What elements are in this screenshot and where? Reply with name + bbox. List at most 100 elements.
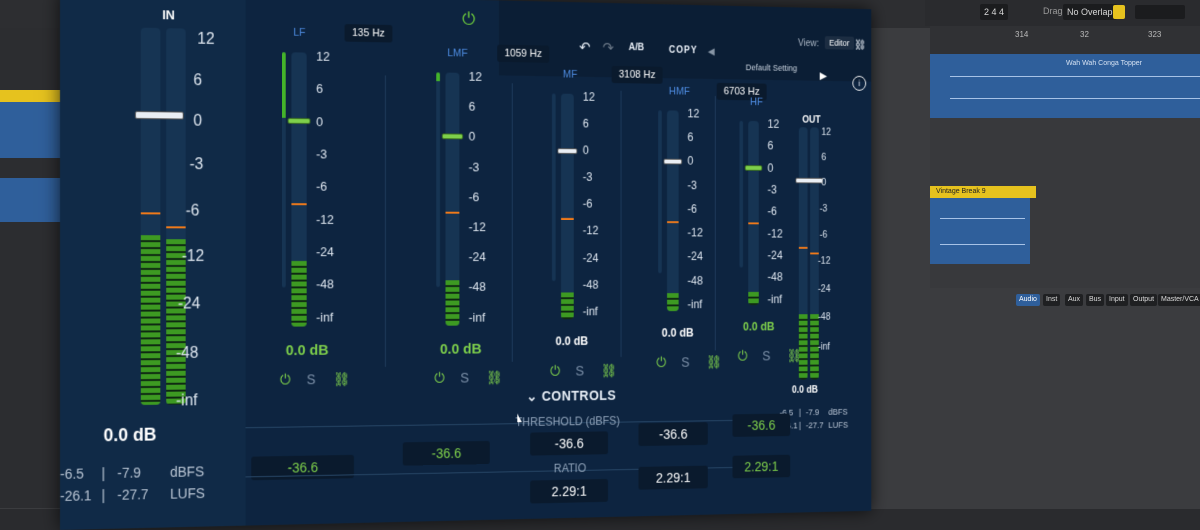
- band-lmf-power-icon[interactable]: ⏻: [434, 370, 444, 387]
- band-lmf-scale-label: -3: [469, 159, 480, 174]
- filter-input[interactable]: Input: [1106, 294, 1128, 306]
- threshold-hmf[interactable]: -36.6: [639, 422, 708, 446]
- band-lf-gr-meter: [282, 52, 286, 287]
- input-dbfs-left: -6.5: [60, 466, 84, 482]
- threshold-label: THRESHOLD (dBFS): [515, 414, 620, 429]
- band-hmf-power-icon[interactable]: ⏻: [656, 355, 666, 371]
- plugin-power-icon[interactable]: ⏻: [462, 9, 475, 30]
- band-mf-gain-fader[interactable]: [557, 148, 577, 154]
- filter-master[interactable]: Master/VCA: [1158, 294, 1200, 306]
- drag-mode-select[interactable]: No Overlap: [1063, 4, 1117, 20]
- view-select[interactable]: Editor: [825, 36, 854, 50]
- band-mf-scale-label: 12: [583, 90, 595, 104]
- output-lufs-right: -27.7: [806, 420, 824, 430]
- ratio-hmf[interactable]: 2.29:1: [639, 466, 708, 490]
- band-hmf-peak-marker: [667, 221, 679, 223]
- band-lf-scale-label: 6: [316, 81, 323, 96]
- threshold-hf[interactable]: -36.6: [732, 413, 790, 436]
- band-lmf-gain-fader[interactable]: [442, 133, 463, 139]
- output-peak-left: [799, 247, 808, 249]
- band-hf-scale-label: 6: [768, 139, 774, 152]
- band-hf-scale-label: -12: [768, 227, 783, 240]
- filter-aux[interactable]: Aux: [1065, 294, 1083, 306]
- waveform: [940, 244, 1025, 245]
- band-hf-power-icon[interactable]: ⏻: [738, 348, 748, 364]
- band-hf-gain-fader[interactable]: [745, 165, 763, 171]
- ratio-hf[interactable]: 2.29:1: [732, 455, 790, 479]
- band-mf-frequency[interactable]: 3108 Hz: [612, 66, 663, 84]
- filter-inst[interactable]: Inst: [1043, 294, 1060, 306]
- band-lf-scale-label: -12: [316, 212, 334, 227]
- controls-toggle[interactable]: ⌄ CONTROLS: [526, 387, 616, 404]
- input-lufs-left: -26.1: [60, 487, 92, 504]
- band-mf-scale-label: 0: [583, 144, 589, 157]
- band-divider: [512, 83, 513, 362]
- copy-button[interactable]: COPY: [669, 45, 698, 56]
- band-mf-peak-marker: [561, 218, 574, 220]
- info-icon[interactable]: i: [852, 76, 866, 91]
- band-lf-gain-fader[interactable]: [288, 118, 311, 124]
- band-lf-solo-button[interactable]: S: [307, 371, 316, 387]
- band-lf-link-icon[interactable]: ⛓: [333, 371, 350, 388]
- drag-label: Drag:: [1043, 6, 1065, 16]
- band-lf-peak-marker: [291, 203, 306, 205]
- band-lmf-solo-button[interactable]: S: [460, 370, 469, 386]
- band-lmf-label: LMF: [447, 47, 467, 59]
- region-name: Vintage Break 9: [930, 186, 1036, 198]
- region-name: Wah Wah Conga Topper: [1060, 58, 1200, 70]
- output-separator: |: [799, 421, 801, 430]
- band-lf-scale-label: -48: [316, 277, 334, 292]
- ratio-mf[interactable]: 2.29:1: [530, 479, 608, 504]
- input-gain-fader[interactable]: [135, 111, 184, 120]
- band-lmf-frequency[interactable]: 1059 Hz: [497, 45, 549, 63]
- input-dbfs-unit: dBFS: [170, 463, 204, 479]
- band-lmf-gain-readout: 0.0 dB: [440, 341, 482, 358]
- threshold-mf[interactable]: -36.6: [530, 431, 608, 455]
- preset-name[interactable]: Default Setting: [746, 63, 798, 73]
- undo-icon[interactable]: ↶: [579, 39, 590, 56]
- snap-toggle[interactable]: [1113, 5, 1125, 19]
- band-lf-power-icon[interactable]: ⏻: [280, 372, 291, 389]
- band-divider: [715, 96, 716, 350]
- routing-filter-bar: Audio Inst Aux Bus Input Output Master/V…: [1010, 292, 1200, 308]
- band-lmf-link-icon[interactable]: ⛓: [486, 370, 502, 387]
- scale-label: 0: [821, 178, 826, 188]
- output-gain-fader[interactable]: [795, 178, 823, 184]
- waveform: [950, 76, 1200, 77]
- band-hmf-gain-fader[interactable]: [663, 159, 682, 165]
- input-peak-left: [141, 212, 161, 214]
- band-mf-solo-button[interactable]: S: [576, 363, 584, 378]
- output-dbfs-right: -7.9: [806, 407, 819, 417]
- prev-preset-icon[interactable]: ◀: [708, 47, 715, 58]
- output-lufs-unit: LUFS: [828, 420, 848, 430]
- controls-label: CONTROLS: [542, 387, 617, 403]
- link-icon[interactable]: ⛓: [854, 39, 866, 51]
- ab-compare-button[interactable]: A/B: [629, 42, 644, 53]
- next-preset-icon[interactable]: ▶: [820, 70, 827, 82]
- band-hmf-scale-label: -24: [687, 250, 702, 263]
- band-hf-solo-button[interactable]: S: [762, 348, 770, 363]
- scale-label: -3: [190, 156, 204, 174]
- band-hmf-link-icon[interactable]: ⛓: [706, 354, 722, 370]
- scale-label: -24: [818, 284, 830, 294]
- timeline-ruler[interactable]: 314 32 323: [930, 26, 1200, 54]
- band-mf-link-icon[interactable]: ⛓: [601, 363, 617, 379]
- timecode-display: 2 4 4: [980, 4, 1008, 20]
- band-lf-scale-label: -inf: [316, 309, 333, 324]
- filter-bus[interactable]: Bus: [1086, 294, 1104, 306]
- band-mf-power-icon[interactable]: ⏻: [550, 363, 560, 379]
- scale-label: 12: [821, 127, 831, 137]
- band-hf-gr-meter: [740, 121, 744, 268]
- filter-audio[interactable]: Audio: [1016, 294, 1040, 306]
- audio-region[interactable]: [930, 198, 1030, 264]
- band-hmf-solo-button[interactable]: S: [681, 354, 689, 369]
- search-field[interactable]: [1135, 5, 1185, 19]
- filter-output[interactable]: Output: [1130, 294, 1157, 306]
- scale-label: -inf: [818, 342, 830, 352]
- band-lf-frequency[interactable]: 135 Hz: [345, 24, 393, 42]
- band-hmf-scale-label: -6: [687, 202, 696, 215]
- redo-icon[interactable]: ↷: [603, 39, 614, 56]
- output-meter-left: [799, 127, 808, 380]
- threshold-lmf[interactable]: -36.6: [403, 441, 490, 466]
- band-mf-scale-label: -24: [583, 251, 599, 264]
